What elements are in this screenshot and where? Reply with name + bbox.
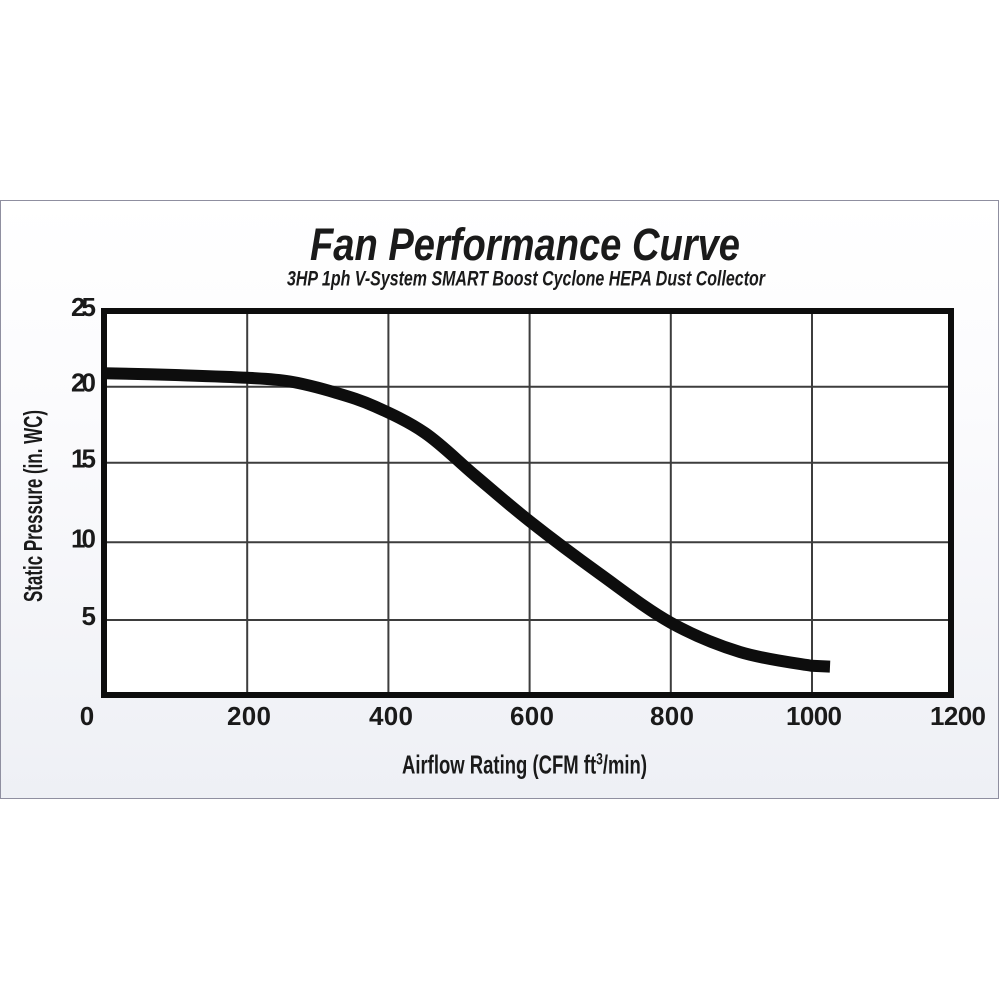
svg-text:10: 10 [71,523,96,553]
svg-text:15: 15 [71,444,96,474]
svg-text:20: 20 [71,368,96,398]
svg-text:800: 800 [650,701,694,731]
svg-text:1200: 1200 [930,701,986,731]
svg-text:0: 0 [80,701,94,731]
svg-text:Fan Performance Curve: Fan Performance Curve [310,219,740,270]
svg-text:1000: 1000 [786,701,842,731]
svg-text:200: 200 [227,701,271,731]
svg-text:5: 5 [82,601,96,631]
svg-text:3HP 1ph V-System SMART Boost C: 3HP 1ph V-System SMART Boost Cyclone HEP… [287,268,766,291]
svg-text:600: 600 [510,701,554,731]
svg-text:400: 400 [369,701,413,731]
svg-text:Airflow Rating (CFM ft3/min): Airflow Rating (CFM ft3/min) [402,750,647,780]
svg-text:25: 25 [71,292,96,322]
svg-text:Static Pressure (in. WC): Static Pressure (in. WC) [18,410,48,602]
